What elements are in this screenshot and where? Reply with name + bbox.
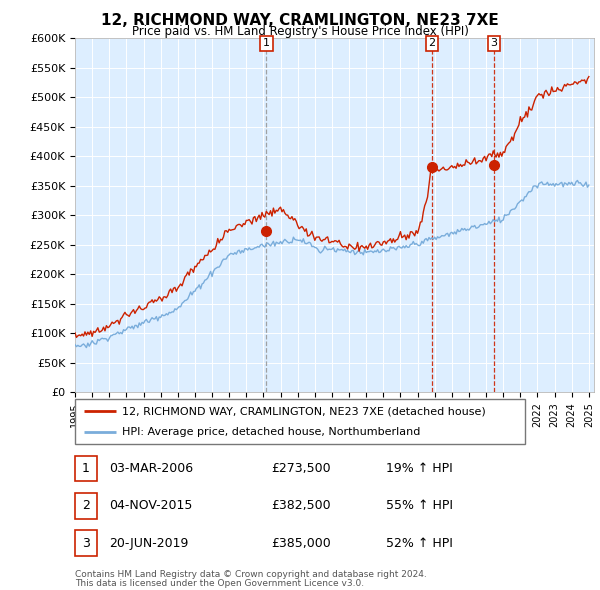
Text: 3: 3 — [491, 38, 497, 48]
Text: HPI: Average price, detached house, Northumberland: HPI: Average price, detached house, Nort… — [122, 427, 421, 437]
Text: 55% ↑ HPI: 55% ↑ HPI — [386, 499, 452, 512]
Text: 12, RICHMOND WAY, CRAMLINGTON, NE23 7XE: 12, RICHMOND WAY, CRAMLINGTON, NE23 7XE — [101, 13, 499, 28]
Text: 2: 2 — [82, 499, 90, 512]
Bar — [75, 456, 97, 481]
Text: 20-JUN-2019: 20-JUN-2019 — [109, 536, 188, 549]
Text: Price paid vs. HM Land Registry's House Price Index (HPI): Price paid vs. HM Land Registry's House … — [131, 25, 469, 38]
Text: £273,500: £273,500 — [272, 462, 331, 475]
Text: 52% ↑ HPI: 52% ↑ HPI — [386, 536, 452, 549]
Text: This data is licensed under the Open Government Licence v3.0.: This data is licensed under the Open Gov… — [75, 579, 364, 588]
Text: 12, RICHMOND WAY, CRAMLINGTON, NE23 7XE (detached house): 12, RICHMOND WAY, CRAMLINGTON, NE23 7XE … — [122, 407, 486, 417]
Text: 2: 2 — [428, 38, 436, 48]
Bar — [75, 530, 97, 556]
Text: 1: 1 — [82, 462, 90, 475]
Bar — [75, 493, 97, 519]
Text: 19% ↑ HPI: 19% ↑ HPI — [386, 462, 452, 475]
Text: 3: 3 — [82, 536, 90, 549]
Text: £385,000: £385,000 — [272, 536, 331, 549]
Text: 03-MAR-2006: 03-MAR-2006 — [109, 462, 193, 475]
Text: £382,500: £382,500 — [272, 499, 331, 512]
Text: 1: 1 — [263, 38, 270, 48]
Text: Contains HM Land Registry data © Crown copyright and database right 2024.: Contains HM Land Registry data © Crown c… — [75, 571, 427, 579]
Text: 04-NOV-2015: 04-NOV-2015 — [109, 499, 192, 512]
